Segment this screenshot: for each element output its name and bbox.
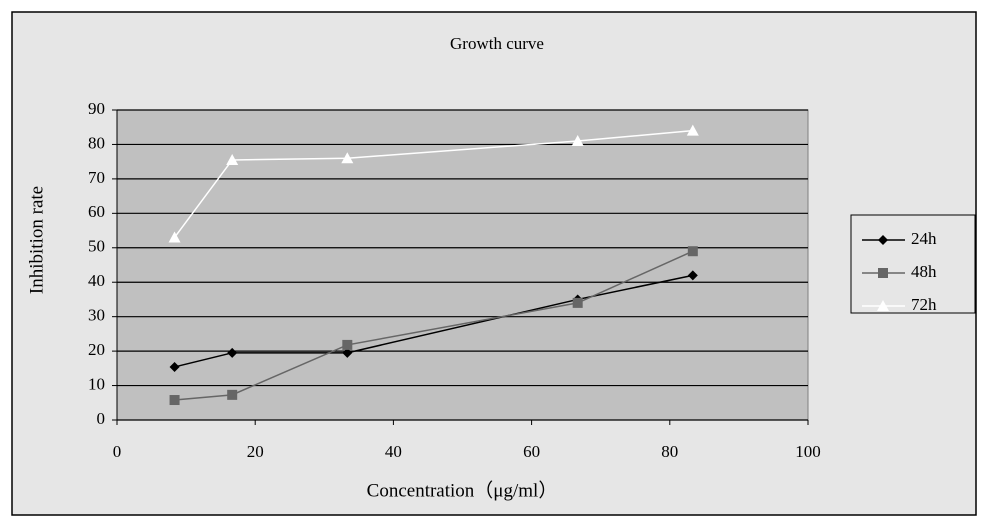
y-tick-label: 40 — [88, 271, 105, 290]
y-tick-label: 70 — [88, 168, 105, 187]
marker — [878, 235, 888, 245]
x-tick-label: 80 — [661, 442, 678, 461]
marker — [169, 395, 180, 406]
x-tick-label: 20 — [247, 442, 264, 461]
x-tick-label: 60 — [523, 442, 540, 461]
marker — [227, 389, 238, 400]
marker — [227, 347, 238, 358]
marker — [572, 297, 583, 308]
x-tick-label: 40 — [385, 442, 402, 461]
x-tick-label: 0 — [113, 442, 122, 461]
marker — [168, 231, 181, 243]
y-tick-label: 90 — [88, 99, 105, 118]
y-tick-label: 20 — [88, 340, 105, 359]
chart-title: Growth curve — [450, 34, 544, 53]
legend-label: 72h — [911, 295, 937, 314]
marker — [877, 300, 889, 311]
legend-box — [850, 214, 976, 314]
marker — [686, 124, 699, 136]
marker — [571, 135, 584, 146]
marker — [687, 270, 698, 281]
y-tick-label: 80 — [88, 133, 105, 152]
x-tick-label: 100 — [795, 442, 821, 461]
y-tick-label: 30 — [88, 306, 105, 325]
marker — [342, 339, 353, 350]
y-tick-label: 0 — [97, 409, 106, 428]
marker — [226, 153, 239, 165]
marker — [342, 347, 353, 358]
legend-label: 48h — [911, 262, 937, 281]
legend-label: 24h — [911, 229, 937, 248]
y-tick-label: 60 — [88, 202, 105, 221]
marker — [341, 152, 354, 164]
y-tick-label: 10 — [88, 374, 105, 393]
y-axis-label: Inhibition rate — [26, 186, 47, 294]
marker — [169, 361, 180, 372]
plot-area — [116, 109, 809, 421]
y-tick-label: 50 — [88, 237, 105, 256]
x-axis-label: Concentration（μg/ml） — [367, 479, 558, 501]
marker — [687, 246, 698, 257]
marker — [878, 268, 888, 278]
